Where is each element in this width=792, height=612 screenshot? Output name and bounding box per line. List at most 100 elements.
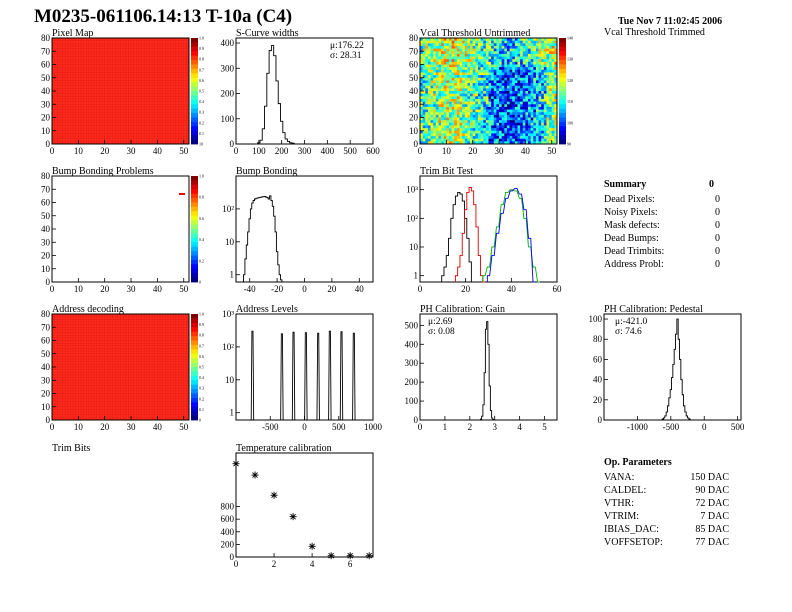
- heatmap-cell: [504, 67, 508, 71]
- heatmap-cell: [422, 61, 426, 65]
- heatmap-cell: [517, 141, 521, 145]
- heatmap-cell: [530, 96, 534, 100]
- heatmap-cell: [535, 120, 539, 124]
- heatmap-cell: [443, 69, 447, 73]
- heatmap-cell: [554, 93, 558, 97]
- heatmap-cell: [543, 80, 547, 84]
- heatmap-cell: [467, 125, 471, 129]
- heatmap-cell: [448, 67, 452, 71]
- heatmap-cell: [496, 128, 500, 132]
- color-scale-segment: [191, 224, 198, 230]
- address-level-peak: [304, 332, 308, 421]
- color-scale-segment: [191, 198, 198, 203]
- heatmap-cell: [443, 77, 447, 81]
- heatmap-cell: [512, 117, 516, 121]
- heatmap-cell: [425, 138, 429, 142]
- heatmap-cell: [435, 56, 439, 60]
- heatmap-cell: [446, 83, 450, 86]
- heatmap-cell: [551, 98, 555, 102]
- heatmap-cell: [541, 77, 545, 81]
- heatmap-cell: [485, 75, 489, 79]
- heatmap-cell: [554, 88, 558, 92]
- timestamp: Tue Nov 7 11:02:45 2006: [618, 16, 723, 27]
- heatmap-cell: [446, 117, 450, 121]
- heatmap-cell: [483, 133, 487, 137]
- heatmap-cell: [546, 122, 550, 126]
- heatmap-cell: [509, 128, 513, 132]
- color-scale-segment: [191, 229, 198, 234]
- color-scale-segment: [191, 397, 198, 403]
- heatmap-cell: [422, 130, 426, 134]
- heatmap-cell: [467, 88, 471, 92]
- heatmap-cell: [435, 120, 439, 124]
- heatmap-cell: [480, 114, 484, 118]
- heatmap-cell: [504, 136, 508, 139]
- heatmap-cell: [433, 75, 437, 79]
- color-scale-segment: [191, 384, 198, 390]
- heatmap-cell: [528, 114, 531, 118]
- heatmap-cell: [522, 38, 526, 41]
- heatmap-cell: [435, 51, 439, 55]
- heatmap-cell: [464, 64, 468, 68]
- summary-panel: Summary 0 Dead Pixels: 0 Noisy Pixels: 0…: [604, 179, 724, 279]
- y-tick-label: 10³: [222, 309, 234, 319]
- heatmap-cell: [483, 61, 487, 65]
- address-level-peak: [291, 331, 296, 421]
- heatmap-cell: [549, 112, 553, 116]
- heatmap-cell: [533, 56, 537, 60]
- y-tick-label: 60: [41, 336, 51, 346]
- heatmap-cell: [441, 56, 445, 60]
- heatmap-cell: [533, 45, 537, 49]
- color-scale-segment: [191, 415, 198, 421]
- heatmap-cell: [509, 85, 513, 89]
- heatmap-cell: [467, 133, 471, 137]
- heatmap-cell: [454, 85, 458, 89]
- heatmap-cell: [512, 136, 516, 139]
- heatmap-cell: [467, 45, 471, 49]
- heatmap-cell: [459, 67, 463, 71]
- heatmap-cell: [501, 106, 505, 110]
- heatmap-cell: [506, 141, 510, 145]
- heatmap-cell: [522, 85, 526, 89]
- summary-row: Dead Pixels:: [604, 194, 655, 205]
- heatmap-cell: [549, 85, 553, 89]
- heatmap-cell: [522, 120, 526, 124]
- heatmap-cell: [472, 93, 476, 97]
- heatmap-cell: [427, 93, 431, 97]
- heatmap-cell: [441, 75, 445, 79]
- heatmap-cell: [454, 61, 458, 65]
- heatmap-cell: [425, 133, 429, 137]
- heatmap-cell: [443, 120, 447, 124]
- heatmap-cell: [435, 112, 439, 116]
- heatmap-cell: [475, 112, 479, 116]
- heatmap-cell: [480, 72, 484, 76]
- heatmap-cell: [535, 85, 539, 89]
- heatmap-cell: [480, 56, 484, 60]
- heatmap-cell: [520, 80, 524, 84]
- heatmap-cell: [488, 43, 492, 47]
- heatmap-cell: [420, 48, 423, 52]
- y-tick-label: 0: [46, 277, 51, 287]
- heatmap-cell: [554, 80, 558, 84]
- heatmap-cell: [491, 96, 495, 100]
- heatmap-cell: [467, 130, 471, 134]
- heatmap-cell: [499, 45, 502, 49]
- y-tick-label: 10²: [222, 204, 234, 214]
- heatmap-cell: [517, 85, 521, 89]
- heatmap-cell: [488, 112, 492, 116]
- heatmap-cell: [530, 98, 534, 102]
- heatmap-cell: [551, 120, 555, 124]
- heatmap-cell: [483, 130, 487, 134]
- heatmap-cell: [448, 43, 452, 47]
- heatmap-cell: [425, 59, 429, 63]
- heatmap-cell: [446, 91, 450, 94]
- heatmap-cell: [551, 85, 555, 89]
- heatmap-cell: [467, 109, 471, 113]
- color-scale-segment: [559, 46, 566, 52]
- heatmap-cell: [520, 53, 524, 57]
- heatmap-cell: [459, 64, 463, 68]
- heatmap-cell: [504, 104, 508, 108]
- heatmap-cell: [462, 38, 466, 41]
- heatmap-cell: [546, 133, 550, 137]
- op-param-value: 90 DAC: [695, 485, 729, 496]
